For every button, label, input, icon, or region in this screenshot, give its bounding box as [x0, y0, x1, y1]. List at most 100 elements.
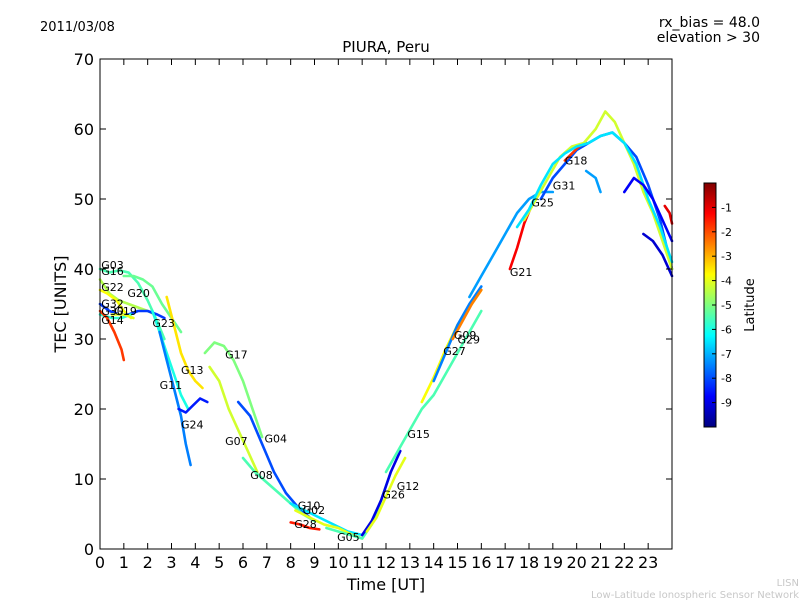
series-line: [158, 330, 192, 467]
colorbar-tick-label: -1: [721, 201, 732, 214]
series-g14: [98, 309, 126, 362]
series-label-g12: G12: [397, 480, 420, 493]
x-tick-label: 5: [214, 553, 224, 572]
x-tick-label: 15: [447, 553, 467, 572]
colorbar-tick-label: -8: [721, 372, 732, 385]
y-axis-label: TEC [UNITS]: [51, 256, 70, 354]
series-line: [98, 302, 166, 320]
series-label-g24: G24: [181, 418, 204, 431]
colorbar-label: Latitude: [743, 278, 758, 332]
x-tick-label: 13: [400, 553, 420, 572]
series-label-g15: G15: [407, 428, 430, 441]
series-g34: [642, 232, 674, 278]
y-tick-label: 30: [74, 330, 94, 349]
series-g28: [289, 521, 321, 531]
series-label-g07: G07: [225, 435, 248, 448]
series-label-g17: G17: [225, 348, 248, 361]
chart-title: PIURA, Peru: [342, 38, 429, 56]
series-g10: [289, 502, 364, 537]
series-line: [151, 309, 190, 411]
series-line: [289, 502, 364, 537]
series-line: [384, 309, 483, 474]
series-g29: [451, 288, 483, 341]
colorbar-tick-label: -5: [721, 299, 732, 312]
series-line: [165, 295, 204, 390]
date-label: 2011/03/08: [40, 20, 115, 35]
series-label-g03: G03: [101, 259, 124, 272]
series-label-g14: G14: [101, 314, 124, 327]
series-label-g29: G29: [458, 334, 481, 347]
colorbar-tick-label: -3: [721, 250, 732, 263]
x-tick-label: 19: [543, 553, 563, 572]
series-g19: [110, 313, 135, 320]
x-tick-label: 21: [590, 553, 610, 572]
x-tick-label: 10: [328, 553, 348, 572]
series-line: [177, 397, 209, 414]
series-line: [584, 169, 602, 194]
series-label-g32: G32: [101, 297, 124, 310]
series-layer: [98, 110, 674, 540]
colorbar-ticks: -1 -2 -3 -4 -5 -6 -7 -8 -9: [712, 201, 732, 410]
y-tick-label: 60: [74, 120, 94, 139]
series-g06: [522, 110, 674, 271]
series-label-g13: G13: [181, 364, 204, 377]
series-label-g27: G27: [443, 345, 466, 358]
x-tick-label: 6: [238, 553, 248, 572]
series-line: [110, 313, 135, 320]
y-tick-label: 40: [74, 260, 94, 279]
series-g11: [158, 330, 192, 467]
series-g13: [165, 295, 204, 390]
series-g09: [432, 285, 483, 383]
colorbar-tick-label: -4: [721, 275, 732, 288]
y-axis: 0 10 20 30 40 50 60 70: [74, 50, 672, 559]
series-g26: [360, 449, 402, 537]
series-label-g30: G30: [101, 305, 124, 318]
series-line: [289, 521, 321, 531]
series-line: [432, 285, 483, 383]
rx-bias-label: rx_bias = 48.0: [659, 15, 760, 31]
series-g15: [384, 309, 483, 474]
x-tick-label: 14: [423, 553, 443, 572]
y-tick-label: 70: [74, 50, 94, 69]
x-tick-label: 0: [95, 553, 105, 572]
x-tick-label: 20: [566, 553, 586, 572]
series-label-g25: G25: [531, 197, 554, 210]
series-label-g09: G09: [454, 329, 477, 342]
y-tick-label: 50: [74, 190, 94, 209]
series-label-g18: G18: [565, 155, 588, 168]
series-label-g19: G19: [114, 305, 137, 318]
series-label-g26: G26: [382, 488, 405, 501]
series-g33: [623, 176, 674, 243]
x-tick-label: 12: [376, 553, 396, 572]
series-g07: [208, 365, 259, 474]
x-tick-label: 7: [262, 553, 272, 572]
x-tick-label: 22: [614, 553, 634, 572]
series-label-g02: G02: [303, 504, 326, 517]
x-axis-label: Time [UT]: [346, 575, 425, 594]
series-line: [663, 204, 674, 225]
x-tick-label: 9: [309, 553, 319, 572]
series-g12: [365, 456, 407, 533]
series-line: [98, 309, 126, 362]
series-label-g28: G28: [294, 518, 317, 531]
x-tick-label: 3: [166, 553, 176, 572]
series-line: [365, 456, 407, 533]
x-axis: 0 1 2 3 4 5 6 7 8 9 10 11 12 13 14 15 16 17 18 19 20 21 22 23: [95, 59, 658, 572]
y-tick-label: 10: [74, 470, 94, 489]
series-line: [451, 288, 483, 341]
series-line: [515, 131, 674, 264]
series-g01: [515, 131, 674, 264]
colorbar-tick-label: -9: [721, 397, 732, 410]
colorbar-tick-label: -6: [721, 323, 732, 336]
series-label-g31: G31: [553, 180, 576, 193]
series-line: [208, 365, 259, 474]
series-g36: [663, 204, 674, 225]
series-label-g08: G08: [250, 469, 273, 482]
series-g17: [203, 341, 264, 439]
x-tick-label: 1: [119, 553, 129, 572]
series-label-g04: G04: [265, 432, 288, 445]
series-line: [642, 232, 674, 278]
colorbar-tick-label: -7: [721, 348, 732, 361]
